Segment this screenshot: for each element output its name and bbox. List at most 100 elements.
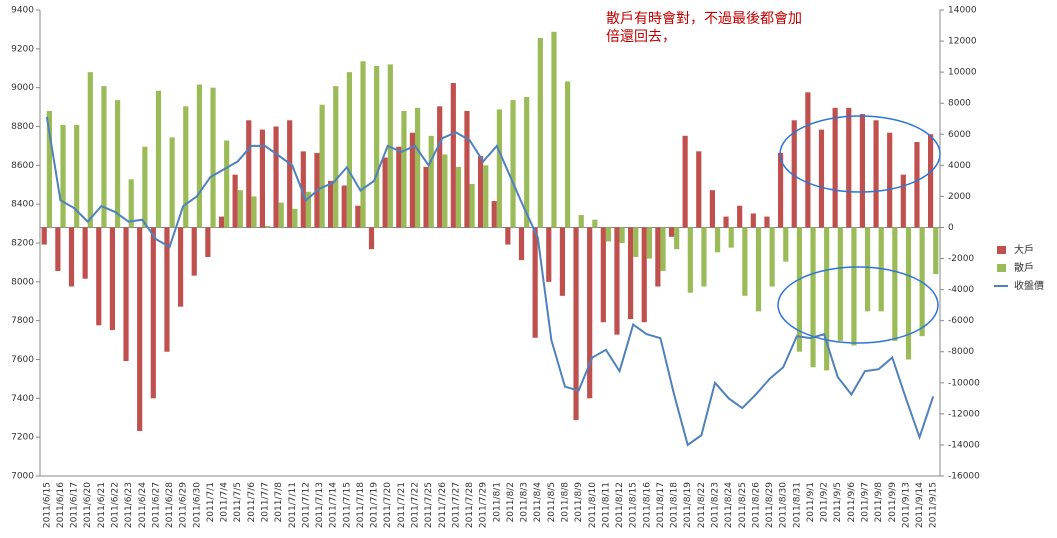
x-tick-label: 2011/6/22	[111, 482, 121, 528]
x-tick-label: 2011/8/1	[492, 482, 502, 522]
bar	[559, 227, 565, 296]
bar	[723, 216, 729, 228]
bar	[87, 72, 93, 228]
y2-tick-label: 8000	[948, 99, 971, 109]
bar	[128, 179, 134, 228]
bar	[873, 120, 879, 228]
bar	[437, 106, 443, 228]
x-tick-label: 2011/8/25	[738, 482, 748, 528]
bar	[178, 227, 184, 307]
y2-tick-label: -12000	[948, 409, 980, 419]
y-tick-label: 7400	[11, 394, 34, 404]
bar	[496, 109, 502, 228]
bar	[633, 227, 639, 257]
x-tick-label: 2011/6/20	[83, 482, 93, 528]
bar	[715, 227, 721, 253]
bar	[587, 227, 593, 399]
bar	[237, 190, 243, 228]
bar	[478, 156, 484, 228]
bar	[368, 227, 375, 250]
x-tick-label: 2011/7/8	[274, 482, 284, 523]
x-tick-label: 2011/9/1	[806, 482, 816, 522]
bar	[933, 227, 939, 275]
x-tick-label: 2011/8/3	[520, 482, 530, 522]
bar	[191, 227, 197, 276]
legend-swatch	[997, 264, 1006, 272]
bar	[573, 227, 579, 421]
bar	[614, 227, 620, 335]
y-tick-label: 8200	[11, 239, 34, 249]
bar	[251, 196, 257, 228]
bar	[641, 227, 647, 323]
bar	[82, 227, 88, 279]
x-tick-label: 2011/8/30	[779, 482, 789, 528]
y2-tick-label: 12000	[948, 37, 977, 47]
bar	[278, 202, 284, 228]
annotation: 倍還回去，	[606, 29, 676, 45]
bar	[60, 124, 66, 228]
legend-swatch	[997, 246, 1006, 254]
y2-tick-label: 0	[948, 223, 954, 233]
y2-tick-label: 6000	[948, 130, 971, 140]
bar	[396, 146, 402, 228]
y-tick-label: 7200	[11, 433, 34, 443]
x-tick-label: 2011/9/6	[847, 482, 857, 523]
x-tick-label: 2011/8/26	[751, 482, 761, 528]
bar	[832, 107, 838, 228]
x-tick-label: 2011/9/7	[861, 482, 871, 522]
bar	[483, 165, 489, 228]
y-tick-label: 7600	[11, 355, 34, 365]
bar	[769, 227, 775, 287]
bar	[346, 72, 352, 228]
y-tick-label: 9000	[11, 83, 34, 93]
x-tick-label: 2011/7/1	[206, 482, 216, 522]
y-tick-label: 7000	[11, 472, 34, 482]
bar	[341, 185, 347, 228]
x-tick-label: 2011/7/21	[397, 482, 407, 528]
y-tick-label: 8800	[11, 122, 34, 132]
bar	[469, 183, 475, 228]
x-tick-label: 2011/8/9	[574, 482, 584, 523]
bar	[628, 227, 634, 320]
bar	[360, 61, 366, 228]
bar	[818, 129, 825, 228]
bar	[810, 227, 816, 368]
bar	[750, 213, 756, 228]
bar	[905, 227, 912, 360]
x-tick-label: 2011/8/5	[547, 482, 557, 522]
y-tick-label: 8400	[11, 200, 34, 210]
bar	[865, 227, 871, 312]
y2-tick-label: 10000	[948, 68, 977, 78]
bar	[660, 227, 666, 271]
bar	[96, 227, 102, 326]
bar	[914, 142, 920, 228]
x-tick-label: 2011/9/2	[820, 482, 830, 522]
x-tick-label: 2011/8/15	[629, 482, 639, 528]
x-tick-label: 2011/7/6	[247, 482, 257, 523]
y2-tick-label: -16000	[948, 472, 980, 482]
bar	[319, 104, 325, 228]
bar	[196, 84, 202, 228]
bar	[246, 120, 252, 228]
bar	[851, 227, 857, 346]
bar	[887, 132, 893, 228]
bar	[524, 96, 530, 228]
bar	[115, 100, 121, 228]
bar	[164, 227, 170, 352]
bar	[155, 90, 162, 228]
x-tick-label: 2011/6/29	[179, 482, 189, 528]
bar	[764, 216, 770, 228]
y2-tick-label: 14000	[948, 6, 977, 16]
bar	[687, 227, 693, 293]
bar	[682, 135, 688, 228]
x-tick-label: 2011/7/20	[383, 482, 393, 528]
y-tick-label: 8000	[11, 277, 34, 287]
bar	[224, 140, 230, 228]
bar	[605, 227, 612, 242]
y-tick-label: 7800	[11, 316, 34, 326]
bar	[387, 64, 393, 228]
bar	[328, 180, 334, 228]
x-tick-label: 2011/8/19	[683, 482, 693, 528]
bar	[409, 132, 415, 228]
x-tick-label: 2011/9/14	[915, 482, 925, 528]
